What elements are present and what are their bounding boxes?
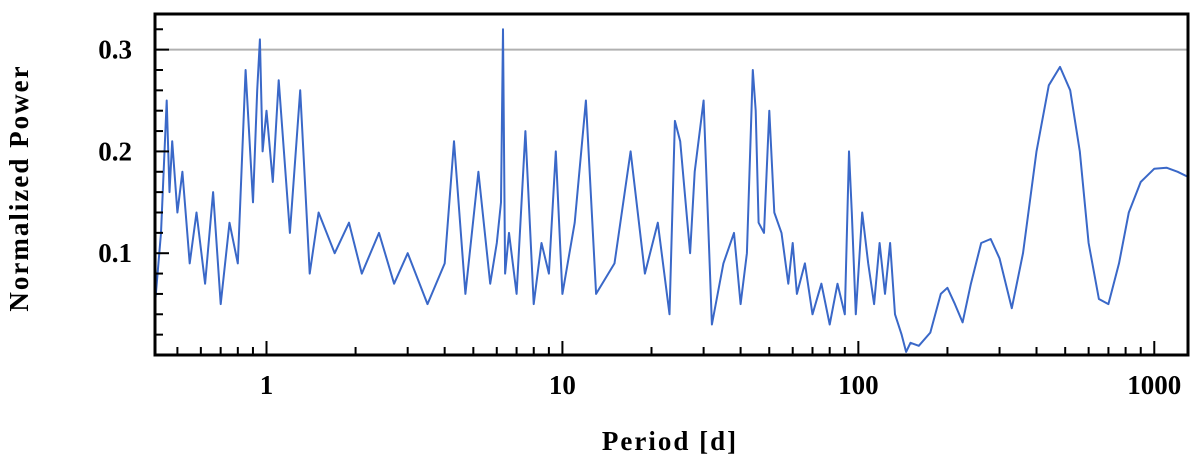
plot-frame: [153, 12, 1190, 357]
x-tick-labels: 1 10 100 1000: [260, 370, 1182, 400]
y-tick-label: 0.1: [98, 238, 132, 268]
y-axis-title: Normalized Power: [4, 64, 34, 311]
y-tick-labels: 0.1 0.2 0.3: [98, 35, 132, 269]
power-series-line: [154, 28, 1189, 353]
x-tick-label: 1000: [1127, 370, 1181, 400]
plot-background: [155, 14, 1188, 355]
x-axis-title: Period [d]: [602, 426, 738, 456]
x-tick-label: 10: [549, 370, 576, 400]
x-tick-label: 100: [838, 370, 879, 400]
y-tick-label: 0.2: [98, 136, 132, 166]
y-tick-label: 0.3: [98, 35, 132, 65]
x-tick-label: 1: [260, 370, 274, 400]
